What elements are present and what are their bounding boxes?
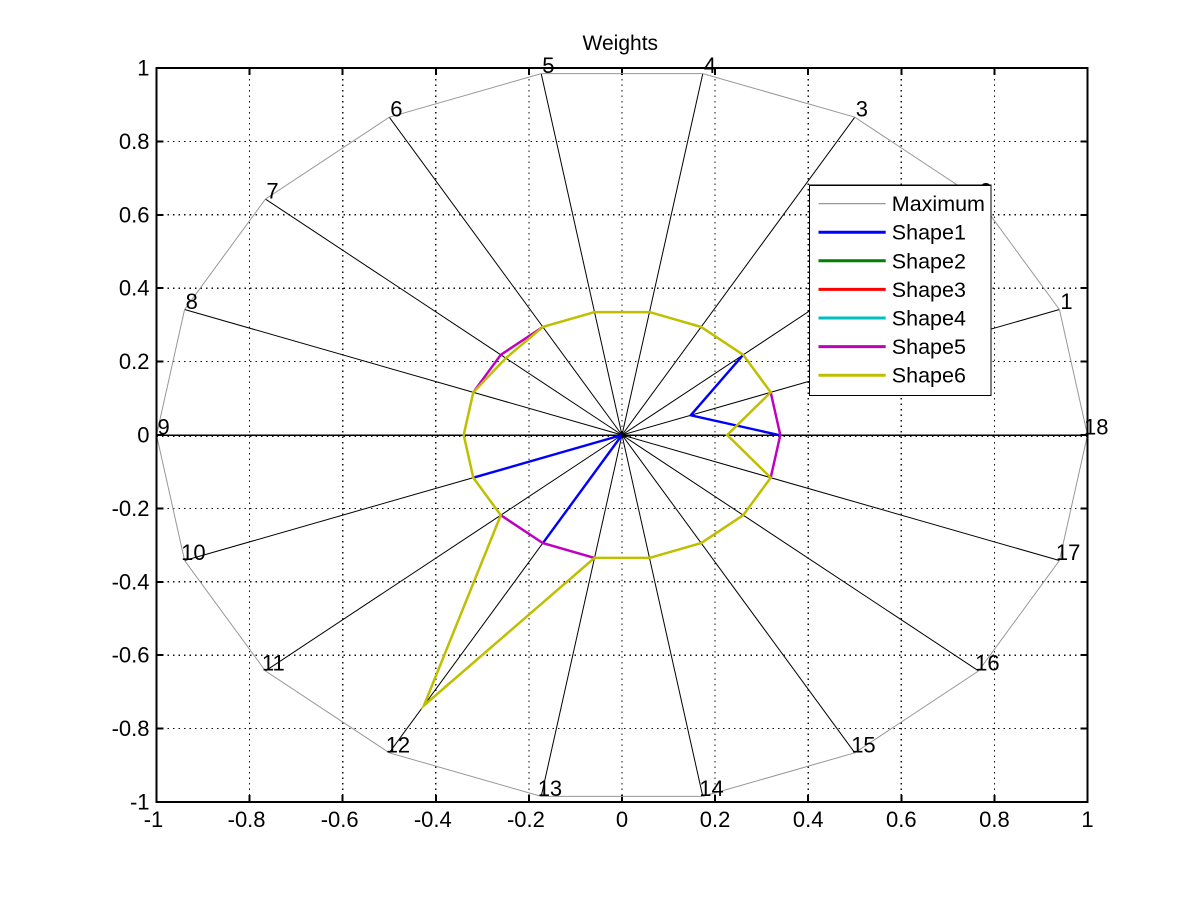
svg-text:10: 10 [181,540,205,565]
svg-text:7: 7 [266,179,278,204]
svg-text:0: 0 [616,807,628,832]
svg-text:0.2: 0.2 [700,807,731,832]
svg-text:16: 16 [975,650,999,675]
svg-text:Weights: Weights [583,32,658,55]
svg-text:Shape5: Shape5 [892,335,966,359]
svg-text:Shape1: Shape1 [892,221,966,245]
svg-text:-0.8: -0.8 [112,716,150,741]
svg-text:11: 11 [262,650,285,675]
svg-text:3: 3 [856,97,868,122]
svg-text:-0.2: -0.2 [507,807,545,832]
svg-text:13: 13 [538,776,562,801]
svg-text:0.8: 0.8 [119,129,150,154]
svg-text:Shape6: Shape6 [892,364,966,388]
svg-text:-0.6: -0.6 [321,807,359,832]
svg-text:8: 8 [186,289,198,314]
svg-text:9: 9 [158,415,170,440]
svg-text:Shape3: Shape3 [892,278,966,302]
svg-text:-0.2: -0.2 [112,496,150,521]
svg-text:0.4: 0.4 [793,807,824,832]
svg-text:-0.8: -0.8 [228,807,266,832]
svg-text:-0.6: -0.6 [112,643,150,668]
svg-text:12: 12 [386,732,410,757]
svg-text:5: 5 [542,53,554,78]
svg-text:1: 1 [1081,807,1093,832]
svg-text:Maximum: Maximum [892,192,985,216]
svg-text:0.8: 0.8 [979,807,1010,832]
svg-text:17: 17 [1056,540,1080,565]
svg-text:0.2: 0.2 [119,349,150,374]
svg-text:-0.4: -0.4 [414,807,452,832]
svg-text:-0.4: -0.4 [112,569,150,594]
svg-text:0: 0 [137,423,149,448]
svg-text:Shape2: Shape2 [892,249,966,273]
svg-text:4: 4 [704,53,716,78]
svg-text:18: 18 [1084,415,1108,440]
svg-text:-1: -1 [144,807,164,832]
svg-text:1: 1 [1060,289,1072,314]
svg-text:-1: -1 [130,790,150,815]
svg-text:0.6: 0.6 [886,807,917,832]
svg-text:6: 6 [390,97,402,122]
svg-text:14: 14 [699,776,723,801]
svg-text:0.6: 0.6 [119,202,150,227]
svg-text:1: 1 [137,56,149,81]
svg-text:0.4: 0.4 [119,276,150,301]
svg-text:15: 15 [851,732,875,757]
svg-text:Shape4: Shape4 [892,307,966,331]
